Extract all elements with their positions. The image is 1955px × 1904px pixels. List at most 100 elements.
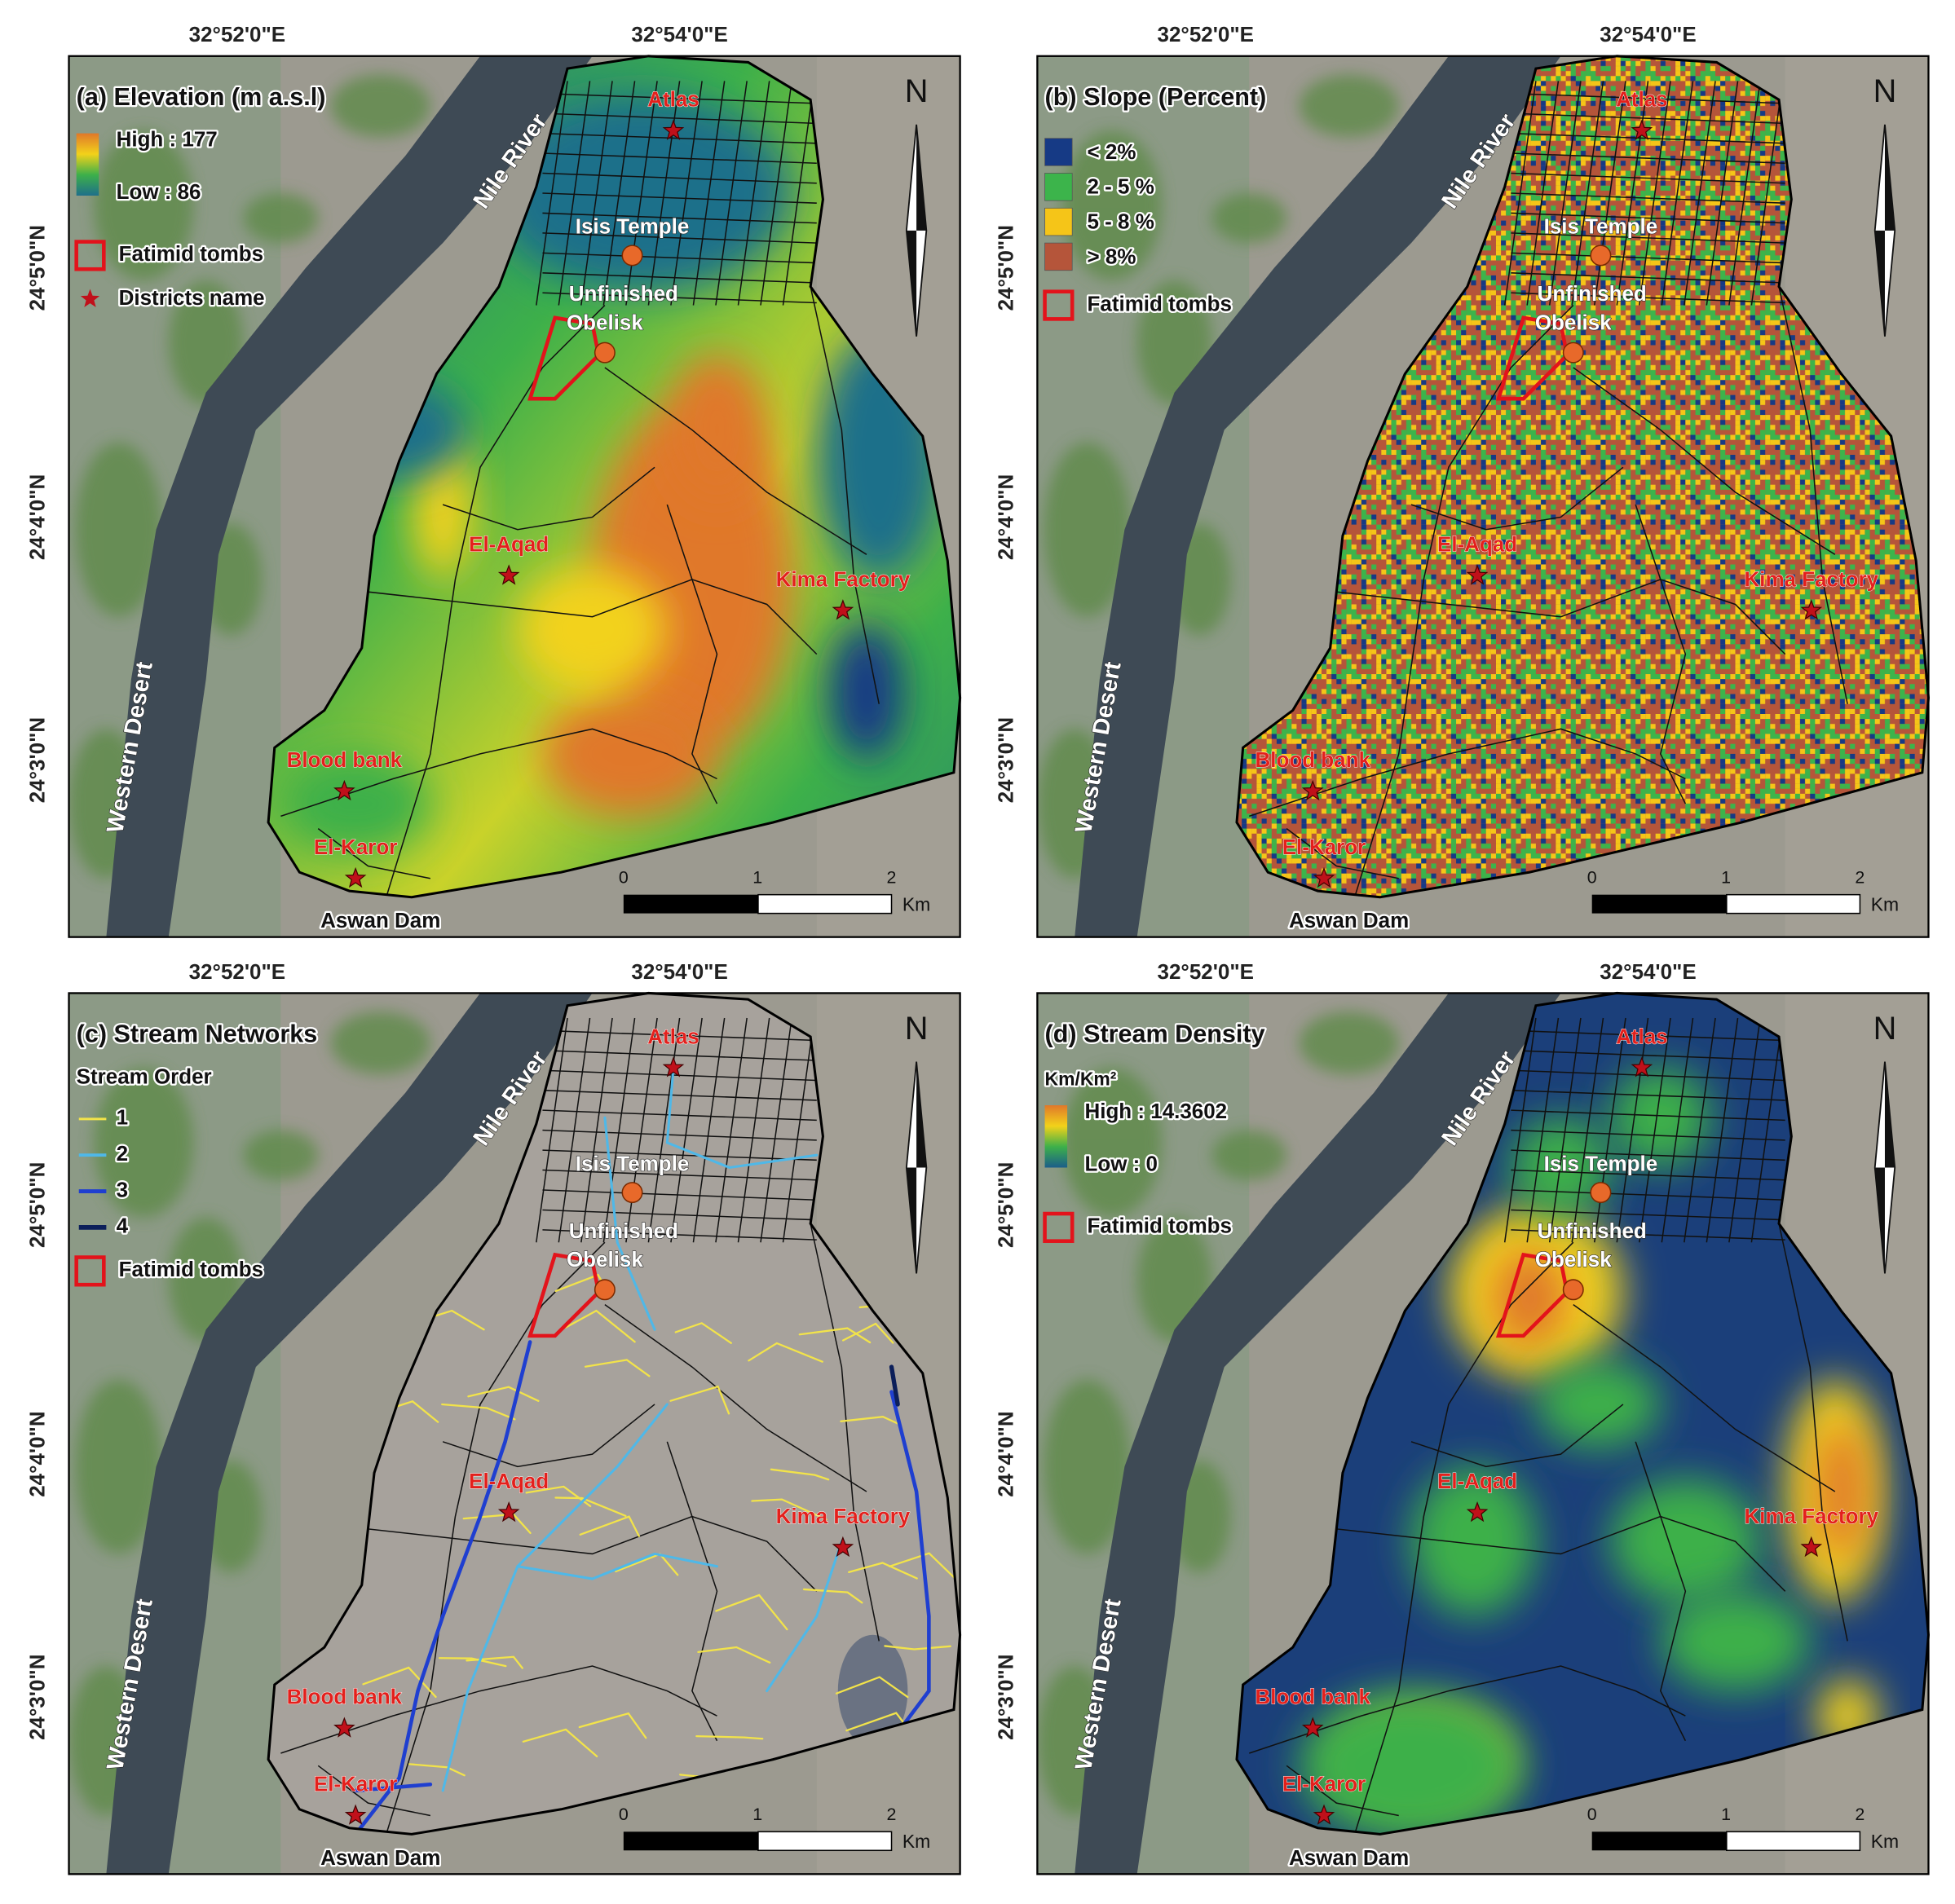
district-marker <box>497 564 520 585</box>
density-zone <box>1660 1591 1811 1691</box>
longitude-label: 32°52'0"E <box>1158 22 1254 46</box>
latitude-label: 24°5'0"N <box>994 1162 1018 1248</box>
vegetation <box>1211 1130 1287 1180</box>
district-marker <box>1466 564 1489 585</box>
street <box>542 192 817 204</box>
road <box>280 728 717 818</box>
stream-order-1 <box>798 1327 872 1344</box>
north-arrow-half <box>906 1061 927 1274</box>
street <box>1571 81 1604 306</box>
street <box>1511 232 1785 244</box>
roads <box>1249 81 1848 897</box>
vegetation <box>1211 192 1287 244</box>
latitude-label: 24°4'0"N <box>994 1411 1018 1496</box>
street <box>1511 1129 1785 1141</box>
district-label: Blood bank <box>287 1685 403 1709</box>
panel-title: (d) Stream Density <box>1045 1020 1265 1048</box>
legend-ramp <box>76 133 99 196</box>
district-label: Atlas <box>1616 1024 1668 1048</box>
north-label: N <box>905 73 929 109</box>
scale-bar-light <box>1726 893 1861 915</box>
district-marker <box>333 1717 355 1738</box>
scale-label: 1 <box>752 1805 762 1824</box>
street <box>1511 112 1785 125</box>
street <box>692 81 726 306</box>
road <box>442 1404 655 1468</box>
street <box>1571 1017 1604 1243</box>
legend-label: High : 14.3602 <box>1084 1099 1227 1123</box>
density-zone <box>1411 1466 1536 1616</box>
road <box>1286 1765 1399 1817</box>
fatimid-tombs <box>1495 1252 1569 1338</box>
road <box>1348 1241 1574 1835</box>
street <box>782 1017 815 1243</box>
district-marker <box>344 1804 367 1825</box>
road <box>368 1515 818 1592</box>
street <box>1511 1069 1785 1082</box>
vegetation <box>1299 74 1399 138</box>
district-label: Atlas <box>647 1024 699 1048</box>
legend-swatch <box>1044 138 1073 166</box>
legend-tombs-box <box>74 240 106 271</box>
district-label: El-Aqad <box>1437 531 1517 556</box>
scale-bar-dark <box>623 1831 758 1851</box>
district-marker <box>832 1536 854 1558</box>
road <box>810 1223 880 1642</box>
street <box>542 272 817 284</box>
street <box>1511 292 1785 304</box>
street <box>1750 1017 1784 1243</box>
latitude-label: 24°3'0"N <box>994 1655 1018 1740</box>
street <box>602 81 636 306</box>
district-marker <box>333 779 355 801</box>
road <box>1778 1223 1848 1642</box>
stream-order-1 <box>584 1359 651 1377</box>
legend-label: Fatimid tombs <box>119 1257 263 1281</box>
stream-order-1 <box>802 1588 863 1604</box>
street <box>1511 1149 1785 1161</box>
stream-order-1 <box>408 1763 466 1777</box>
district-marker <box>1301 1717 1324 1738</box>
scale-unit: Km <box>902 893 930 915</box>
street <box>542 152 817 165</box>
road <box>666 504 718 804</box>
district-marker <box>662 1056 685 1078</box>
elevation-zone <box>829 623 904 760</box>
panel-frame <box>68 55 961 938</box>
stream-order-1 <box>467 1386 540 1402</box>
street <box>1661 1017 1694 1243</box>
district-label: El-Aqad <box>1437 1469 1517 1493</box>
district-label: Atlas <box>1616 87 1668 112</box>
stream-order-1 <box>841 1322 894 1344</box>
street <box>1706 1017 1739 1243</box>
road <box>317 1765 431 1817</box>
legend-swatch <box>1044 207 1073 236</box>
district-marker <box>662 119 685 140</box>
dam-label: Aswan Dam <box>320 908 440 932</box>
legend-swatch <box>1044 242 1073 271</box>
street <box>1511 1089 1785 1101</box>
district-label: El-Aqad <box>469 531 549 556</box>
vegetation <box>94 130 194 280</box>
street <box>782 81 815 306</box>
scale-label: 1 <box>752 867 762 887</box>
landmark-marker <box>621 1182 643 1204</box>
vegetation <box>75 1379 163 1554</box>
stream-order-1 <box>669 1385 730 1415</box>
stream-order-1 <box>579 1515 640 1537</box>
street <box>542 1050 817 1061</box>
landmark-marker <box>621 245 643 267</box>
street <box>580 1017 613 1243</box>
stream-order-1 <box>848 1562 918 1580</box>
river <box>106 55 593 937</box>
scale-bar-light <box>757 893 893 915</box>
road <box>1348 305 1574 897</box>
street <box>1511 92 1785 104</box>
street <box>760 81 792 306</box>
elevation-zone <box>667 355 767 505</box>
landmark-marker <box>1562 342 1584 364</box>
river <box>1075 993 1561 1875</box>
stream-order-2 <box>766 1540 843 1693</box>
street <box>558 81 591 306</box>
stream-order-2 <box>603 1116 656 1331</box>
landmark-label: Isis Temple <box>576 214 690 239</box>
